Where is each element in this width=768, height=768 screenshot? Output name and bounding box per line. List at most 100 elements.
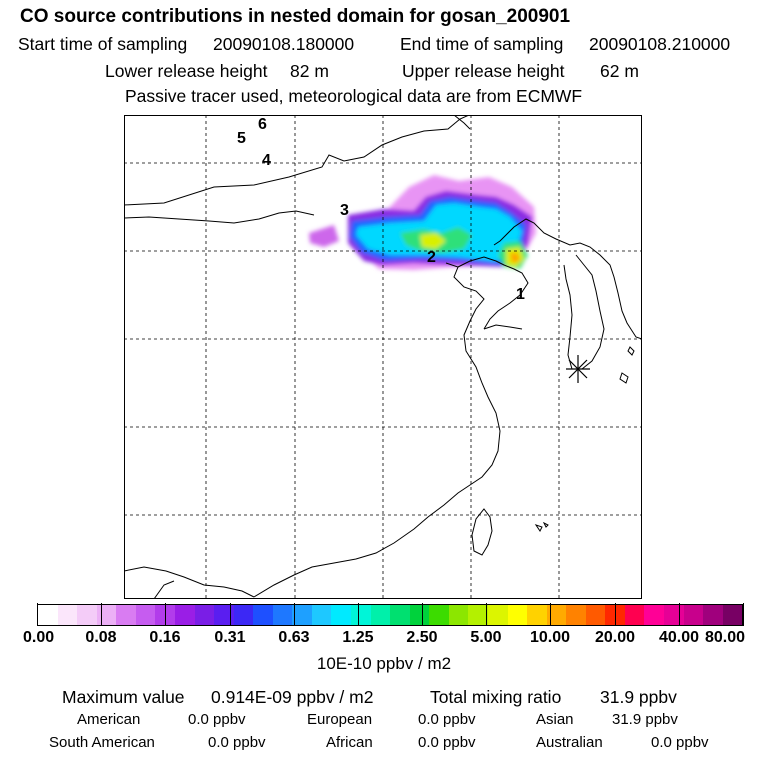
colorbar-cell xyxy=(664,605,684,625)
colorbar-cell xyxy=(468,605,488,625)
total-mixing-value: 31.9 ppbv xyxy=(600,687,677,707)
region-south-american-value: 0.0 ppbv xyxy=(208,734,266,751)
colorbar-tick xyxy=(615,603,616,626)
upper-release-value: 62 m xyxy=(600,61,639,81)
colorbar-cell xyxy=(292,605,312,625)
colorbar-tick-label: 80.00 xyxy=(705,629,746,646)
max-value: 0.914E-09 ppbv / m2 xyxy=(211,687,374,707)
coastlines xyxy=(124,115,642,599)
receptor-asterisk-marker xyxy=(566,355,590,383)
colorbar-cell xyxy=(487,605,508,625)
colorbar-cell xyxy=(38,605,58,625)
colorbar-cell xyxy=(644,605,664,625)
colorbar-cell xyxy=(174,605,195,625)
release-label-3: 3 xyxy=(340,202,349,219)
release-label-2: 2 xyxy=(427,249,436,266)
release-label-6: 6 xyxy=(258,116,267,133)
concentration-plume xyxy=(309,175,536,270)
colorbar-tick xyxy=(165,603,166,626)
colorbar-cell xyxy=(116,605,136,625)
end-time-label: End time of sampling xyxy=(400,34,564,54)
colorbar-tick xyxy=(101,603,102,626)
colorbar-cell xyxy=(370,605,391,625)
colorbar-tick xyxy=(422,603,423,626)
region-american-label: American xyxy=(77,711,141,728)
end-time-value: 20090108.210000 xyxy=(589,34,731,54)
colorbar-tick-label: 40.00 xyxy=(658,629,700,646)
colorbar-cell xyxy=(57,605,78,625)
region-south-american-label: South American xyxy=(49,734,155,751)
max-value-label: Maximum value xyxy=(62,687,185,707)
lower-release-value: 82 m xyxy=(290,61,329,81)
colorbar-tick-label: 20.00 xyxy=(594,629,636,646)
colorbar-cell xyxy=(272,605,293,625)
colorbar-cell xyxy=(233,605,254,625)
colorbar-cell xyxy=(683,605,704,625)
map-title: CO source contributions in nested domain… xyxy=(20,6,571,27)
colorbar-tick-label: 0.63 xyxy=(278,629,310,646)
colorbar-cell xyxy=(624,605,645,625)
colorbar-tick-label: 5.00 xyxy=(470,629,502,646)
lower-release-label: Lower release height xyxy=(105,61,268,81)
region-european-label: European xyxy=(307,711,373,728)
colorbar-cell xyxy=(448,605,469,625)
colorbar-cell xyxy=(135,605,156,625)
model-note: Passive tracer used, meteorological data… xyxy=(125,86,583,106)
colorbar-cell xyxy=(527,605,547,625)
plume-cyan xyxy=(356,203,522,261)
colorbar xyxy=(37,604,743,626)
colorbar-cell xyxy=(507,605,528,625)
upper-release-label: Upper release height xyxy=(402,61,565,81)
region-african-label: African xyxy=(326,734,373,751)
start-time-label: Start time of sampling xyxy=(18,34,188,54)
colorbar-cell xyxy=(546,605,567,625)
colorbar-tick xyxy=(743,603,744,626)
release-label-1: 1 xyxy=(516,286,525,303)
region-asian-value: 31.9 ppbv xyxy=(612,711,678,728)
colorbar-tick-label: 10.00 xyxy=(529,629,571,646)
colorbar-cell xyxy=(429,605,449,625)
region-american-value: 0.0 ppbv xyxy=(188,711,246,728)
release-label-4: 4 xyxy=(262,152,271,169)
colorbar-cell xyxy=(390,605,410,625)
colorbar-tick xyxy=(358,603,359,626)
region-asian-label: Asian xyxy=(536,711,574,728)
colorbar-cell xyxy=(409,605,430,625)
colorbar-cell xyxy=(77,605,97,625)
colorbar-tick xyxy=(230,603,231,626)
colorbar-tick-label: 0.31 xyxy=(214,629,246,646)
colorbar-tick-label: 0.08 xyxy=(85,629,117,646)
colorbar-tick-label: 0.00 xyxy=(23,629,55,646)
colorbar-cell xyxy=(253,605,273,625)
colorbar-tick xyxy=(486,603,487,626)
start-time-value: 20090108.180000 xyxy=(213,34,355,54)
total-mixing-label: Total mixing ratio xyxy=(430,687,562,707)
colorbar-cell xyxy=(703,605,723,625)
colorbar-cell xyxy=(566,605,586,625)
colorbar-tick xyxy=(294,603,295,626)
colorbar-cell xyxy=(194,605,215,625)
plume-yellow xyxy=(420,233,446,249)
lat-lon-grid xyxy=(124,115,642,599)
colorbar-cell xyxy=(585,605,606,625)
colorbar-tick xyxy=(550,603,551,626)
region-australian-label: Australian xyxy=(536,734,603,751)
colorbar-cell xyxy=(311,605,332,625)
colorbar-tick-label: 2.50 xyxy=(406,629,438,646)
plume-outer-2 xyxy=(309,225,339,247)
colorbar-cell xyxy=(214,605,234,625)
region-european-value: 0.0 ppbv xyxy=(418,711,476,728)
colorbar-cell xyxy=(331,605,351,625)
region-african-value: 0.0 ppbv xyxy=(418,734,476,751)
colorbar-tick-label: 0.16 xyxy=(149,629,181,646)
colorbar-tick xyxy=(37,603,38,626)
colorbar-cell xyxy=(96,605,117,625)
colorbar-cell xyxy=(351,605,371,625)
colorbar-tick xyxy=(679,603,680,626)
map-panel: 1 2 3 4 5 6 xyxy=(124,115,642,599)
colorbar-unit: 10E-10 ppbv / m2 xyxy=(316,654,452,673)
plume-orange xyxy=(510,253,520,263)
colorbar-tick-label: 1.25 xyxy=(342,629,374,646)
region-australian-value: 0.0 ppbv xyxy=(651,734,709,751)
colorbar-cell xyxy=(722,605,743,625)
